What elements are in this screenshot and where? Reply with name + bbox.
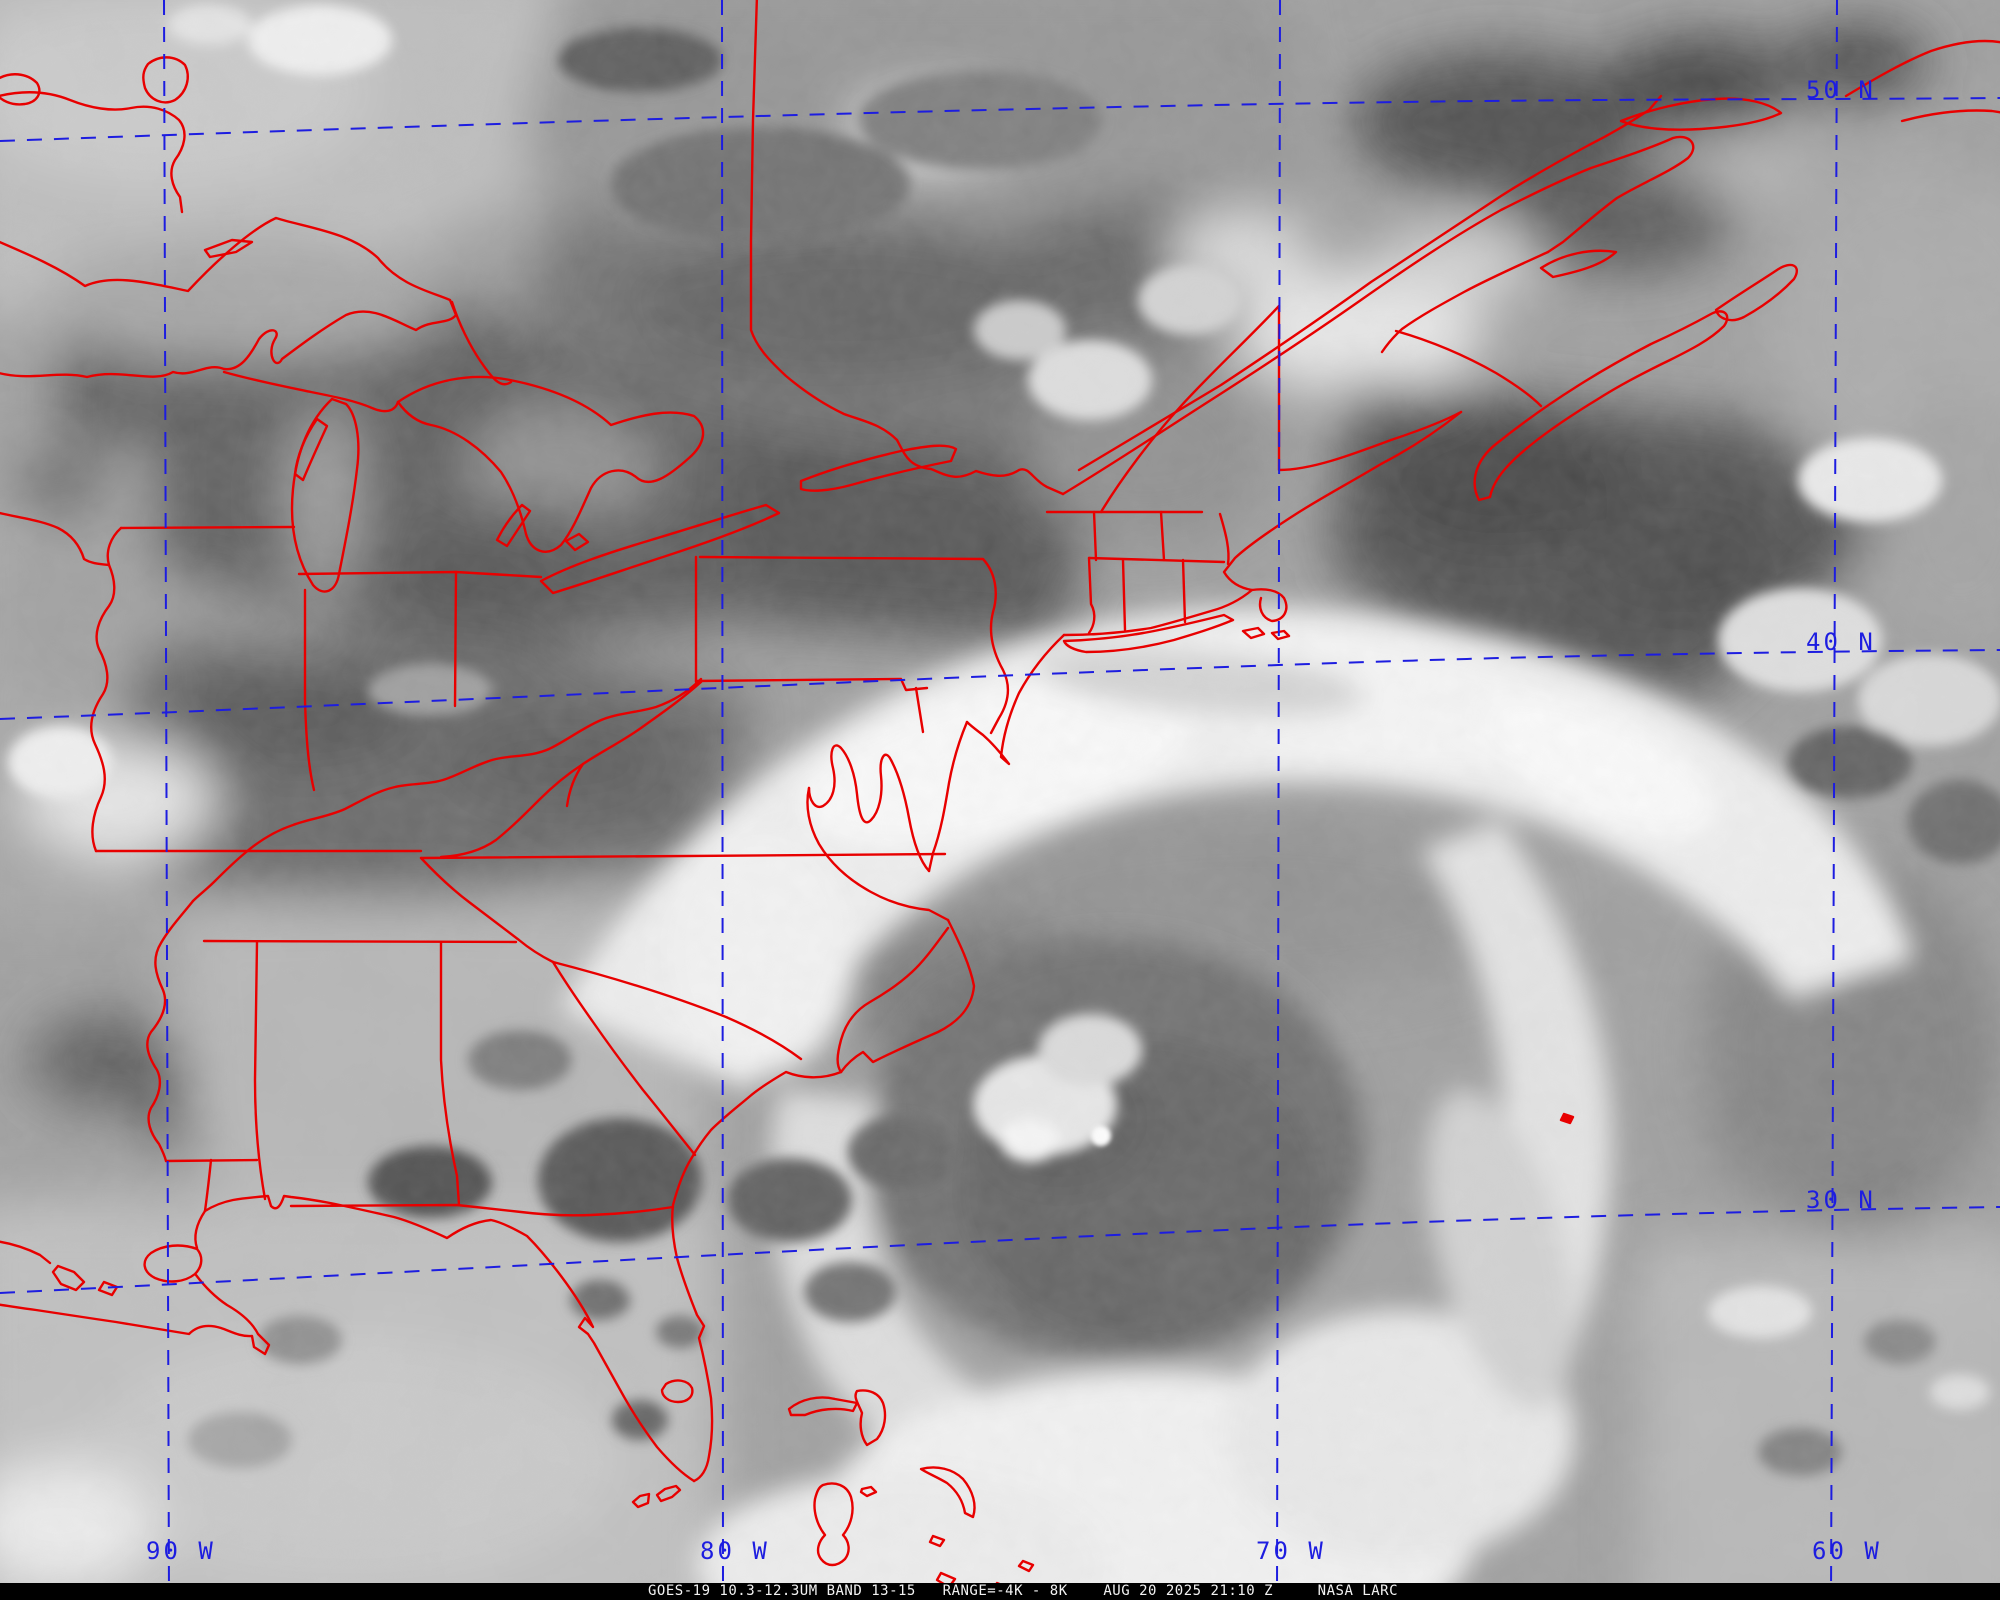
gridline-80w	[721, 0, 724, 1600]
gridline-60w	[1830, 0, 1838, 1600]
status-bar-text: GOES-19 10.3-12.3UM BAND 13-15 RANGE=-4K…	[648, 1583, 1399, 1599]
lat-label-40n: 40 N	[1806, 628, 1876, 656]
gridline-50n	[0, 97, 2000, 142]
status-bar: GOES-19 10.3-12.3UM BAND 13-15 RANGE=-4K…	[0, 1583, 2000, 1600]
lon-label-90w: 90 W	[146, 1537, 216, 1565]
lon-label-70w: 70 W	[1256, 1537, 1326, 1565]
gridline-70w	[1276, 0, 1281, 1600]
gridline-40n	[0, 649, 2000, 720]
gridline-30n	[0, 1206, 2000, 1294]
lat-label-50n: 50 N	[1806, 76, 1876, 104]
gridline-90w	[163, 0, 170, 1600]
lon-label-60w: 60 W	[1812, 1537, 1882, 1565]
lat-label-30n: 30 N	[1806, 1186, 1876, 1214]
bermuda-mark	[1559, 1112, 1575, 1125]
lon-label-80w: 80 W	[700, 1537, 770, 1565]
